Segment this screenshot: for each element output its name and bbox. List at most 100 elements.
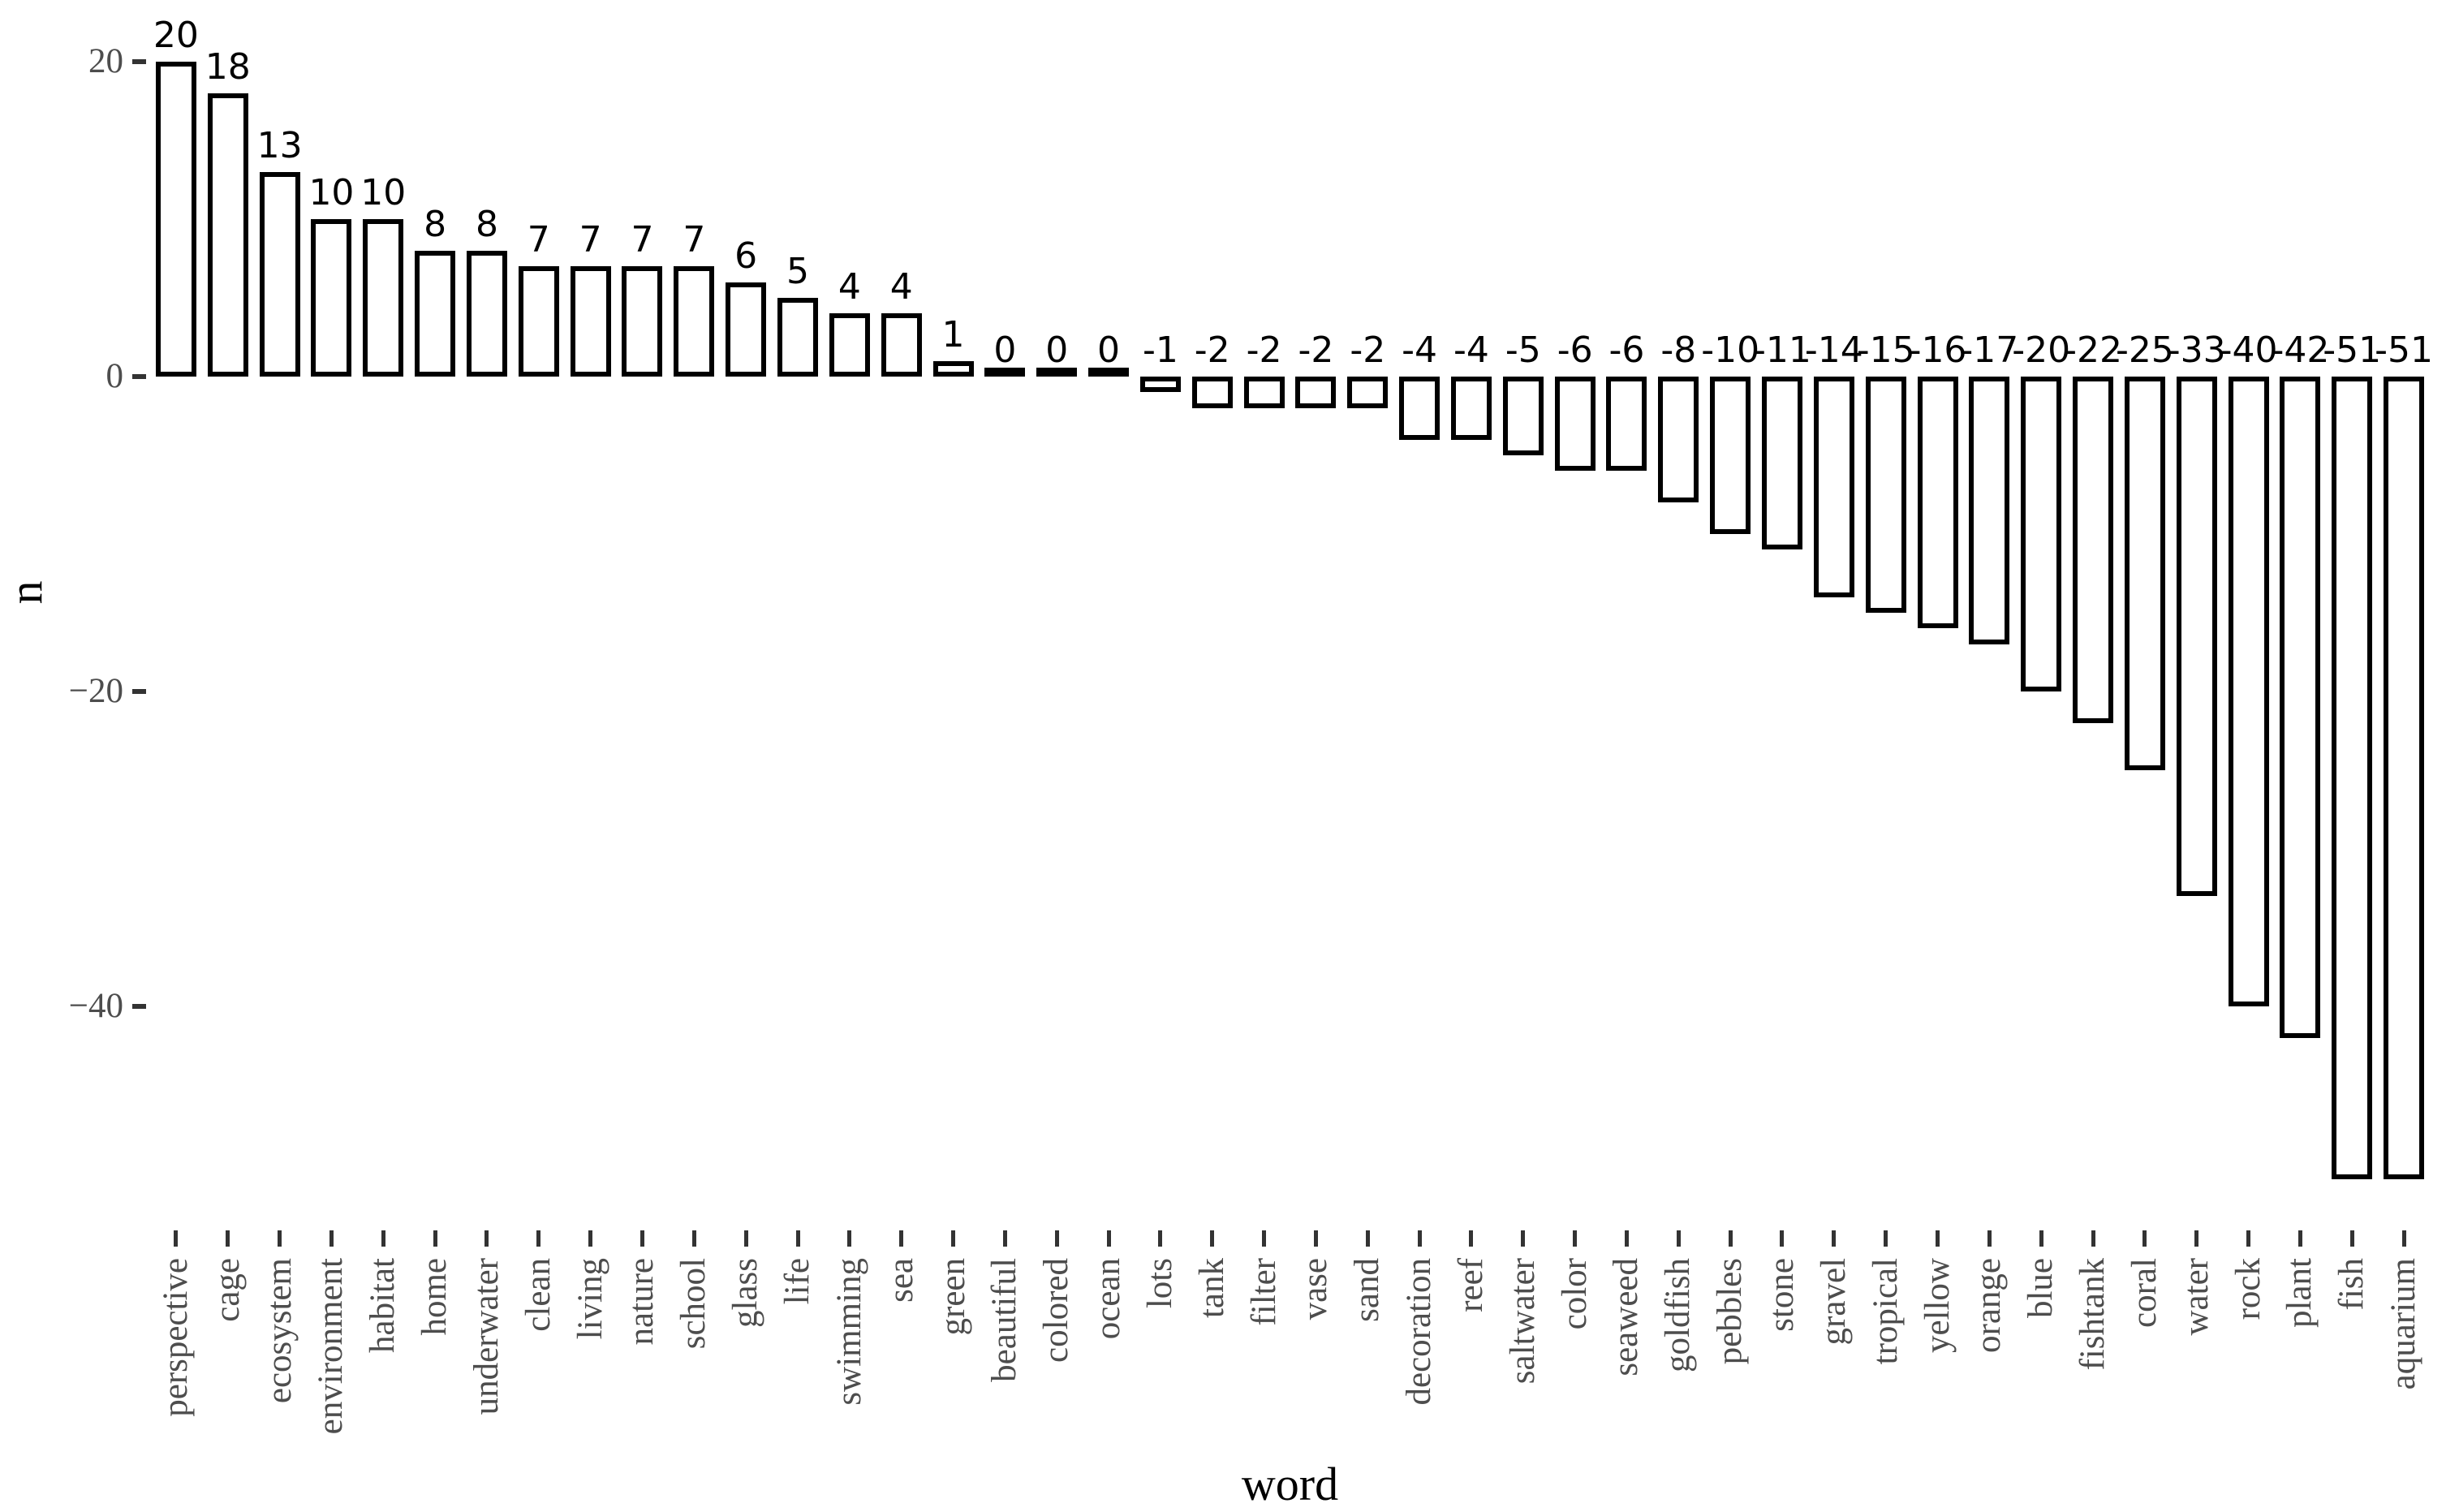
x-axis-tick-mark <box>2142 1230 2147 1247</box>
bar-value-label: -42 <box>2271 330 2330 371</box>
bar <box>1813 377 1854 597</box>
x-axis-tick-mark <box>1521 1230 1526 1247</box>
x-axis-tick-mark <box>1054 1230 1059 1247</box>
bar-value-label: -11 <box>1753 330 1811 371</box>
bar-value-label: 1 <box>941 313 965 355</box>
bar-value-label: 7 <box>579 219 602 261</box>
x-axis-tick-mark <box>1158 1230 1163 1247</box>
x-axis-category-label: blue <box>2022 1258 2061 1319</box>
x-axis-tick-mark <box>899 1230 904 1247</box>
bar-value-label: 8 <box>424 203 447 245</box>
x-axis-tick-mark <box>433 1230 437 1247</box>
y-axis-title: n <box>0 580 52 605</box>
bar-value-label: -2 <box>1350 330 1386 371</box>
x-axis-tick-mark <box>1987 1230 1992 1247</box>
bar <box>1865 377 1906 613</box>
x-axis-category-label: rock <box>2229 1258 2267 1320</box>
bar-value-label: -22 <box>2064 330 2122 371</box>
bar-value-label: -2 <box>1246 330 1282 371</box>
x-axis-category-label: water <box>2177 1258 2216 1336</box>
bar <box>1191 377 1233 408</box>
bar <box>932 360 974 377</box>
bar-value-label: -17 <box>1960 330 2019 371</box>
x-axis-category-label: orange <box>1970 1258 2009 1353</box>
bar <box>259 171 300 377</box>
x-axis-category-label: stone <box>1762 1258 1801 1332</box>
bar <box>2124 377 2165 770</box>
bar <box>2332 377 2373 1180</box>
bar <box>1399 377 1441 440</box>
x-axis-category-label: ocean <box>1089 1258 1128 1340</box>
y-axis-tick-mark <box>132 374 146 379</box>
x-axis-tick-mark <box>847 1230 852 1247</box>
bar-value-label: -20 <box>2012 330 2071 371</box>
bar-value-label: -51 <box>2323 330 2382 371</box>
bar-value-label: -2 <box>1298 330 1334 371</box>
bar <box>207 93 248 377</box>
x-axis-tick-mark <box>743 1230 748 1247</box>
x-axis-category-label: lots <box>1140 1258 1179 1309</box>
bar <box>1139 377 1181 393</box>
bar <box>2384 377 2425 1180</box>
bar <box>2073 377 2114 723</box>
x-axis-tick-mark <box>1780 1230 1785 1247</box>
bar <box>1036 368 1078 377</box>
bar-value-label: 10 <box>360 172 407 213</box>
bar-value-label: 13 <box>256 124 303 166</box>
x-axis-category-label: goldfish <box>1659 1258 1698 1372</box>
x-axis-tick-mark <box>536 1230 541 1247</box>
x-axis-category-label: glass <box>726 1258 765 1328</box>
bar <box>1243 377 1285 408</box>
x-axis-category-label: color <box>1555 1258 1594 1330</box>
y-axis-tick-label: −40 <box>68 987 123 1025</box>
x-axis-tick-mark <box>1313 1230 1318 1247</box>
bar-value-label: 7 <box>631 219 654 261</box>
x-axis-category-label: fish <box>2332 1258 2371 1311</box>
x-axis-tick-mark <box>1210 1230 1215 1247</box>
x-axis-category-label: filter <box>1244 1258 1283 1326</box>
x-axis-tick-mark <box>951 1230 956 1247</box>
bar <box>466 250 507 377</box>
bar <box>1554 377 1596 472</box>
x-axis-category-label: yellow <box>1918 1258 1957 1354</box>
x-axis-category-label: habitat <box>364 1258 403 1354</box>
x-axis-category-label: seaweed <box>1607 1258 1646 1376</box>
y-axis-tick-label: −20 <box>68 672 123 710</box>
bar-value-label: 0 <box>993 330 1017 371</box>
x-axis-category-label: sand <box>1348 1258 1387 1322</box>
bar <box>2021 377 2062 691</box>
bar-value-label: 0 <box>1045 330 1069 371</box>
bar <box>1088 368 1130 377</box>
x-axis-tick-mark <box>2401 1230 2406 1247</box>
bar <box>363 219 404 377</box>
bar <box>415 250 456 377</box>
bar <box>570 266 611 377</box>
x-axis-tick-mark <box>226 1230 230 1247</box>
x-axis-tick-mark <box>795 1230 800 1247</box>
bar <box>777 298 818 377</box>
bar-value-label: -5 <box>1505 330 1541 371</box>
bar-value-label: 8 <box>475 203 498 245</box>
x-axis-category-label: fishtank <box>2074 1258 2112 1371</box>
x-axis-tick-mark <box>1624 1230 1629 1247</box>
x-axis-category-label: tank <box>1192 1258 1231 1319</box>
x-axis-tick-mark <box>1728 1230 1733 1247</box>
x-axis-category-label: saltwater <box>1503 1258 1542 1385</box>
x-axis-tick-mark <box>174 1230 179 1247</box>
y-axis-tick-mark <box>132 689 146 694</box>
x-axis-category-label: nature <box>622 1258 661 1346</box>
bar <box>155 62 196 377</box>
x-axis-category-label: decoration <box>1400 1258 1439 1406</box>
bar <box>2228 377 2269 1006</box>
bar-value-label: -4 <box>1402 330 1438 371</box>
x-axis-tick-mark <box>1262 1230 1267 1247</box>
x-axis-tick-mark <box>381 1230 385 1247</box>
bar <box>622 266 663 377</box>
bar <box>1761 377 1802 550</box>
bar-value-label: 5 <box>786 251 809 292</box>
bar-value-label: 6 <box>734 235 758 277</box>
y-axis-tick-label: 0 <box>106 357 124 395</box>
x-axis-category-label: environment <box>312 1258 351 1435</box>
x-axis-category-label: tropical <box>1866 1258 1905 1365</box>
